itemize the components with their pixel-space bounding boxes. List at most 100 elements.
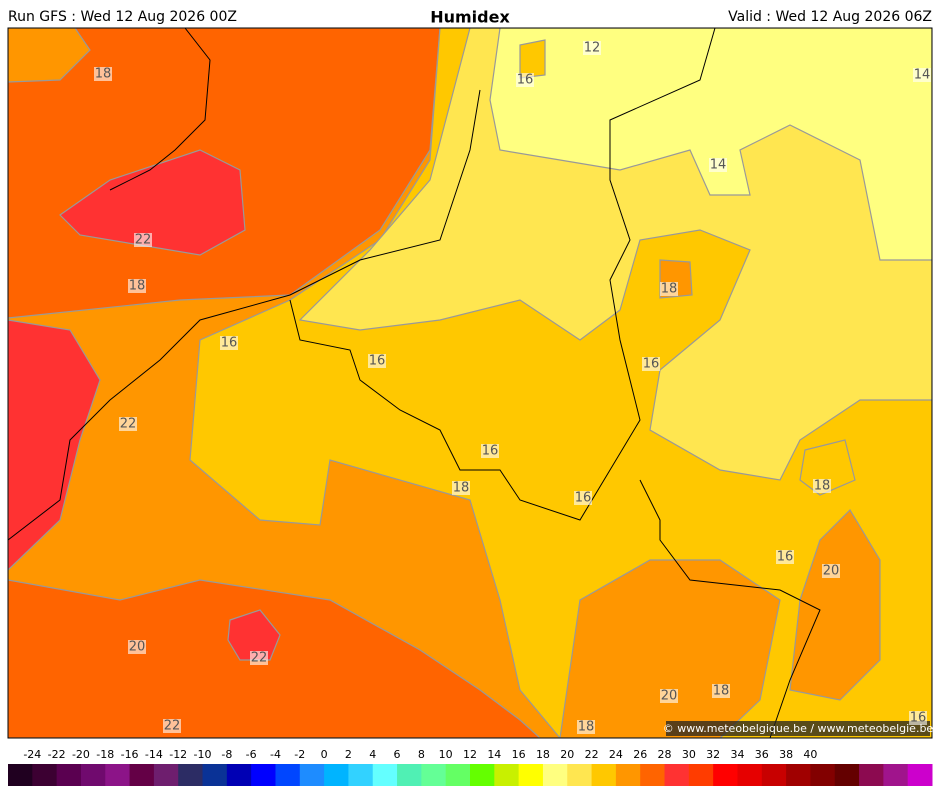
contour-label-bg xyxy=(574,491,592,505)
contour-label: 12 xyxy=(584,41,601,56)
contour-label-bg xyxy=(709,158,727,172)
colorbar-label: 20 xyxy=(560,748,574,761)
colorbar-label: -2 xyxy=(294,748,305,761)
colorbar-swatch xyxy=(32,764,58,786)
contour-label: 18 xyxy=(814,479,831,494)
colorbar-label: 36 xyxy=(755,748,769,761)
colorbar-swatch xyxy=(178,764,204,786)
field-warm xyxy=(8,579,541,738)
colorbar-label: 32 xyxy=(706,748,720,761)
colorbar-swatch xyxy=(153,764,179,786)
colorbar-label: 4 xyxy=(369,748,376,761)
colorbar-swatch xyxy=(834,764,860,786)
contour-label: 22 xyxy=(251,651,268,666)
valid-label: Valid : Wed 12 Aug 2026 06Z xyxy=(728,9,932,25)
borders xyxy=(8,28,821,738)
field-hot xyxy=(8,319,101,571)
contour-label: 20 xyxy=(129,640,146,655)
contour-label: 14 xyxy=(710,158,727,173)
field xyxy=(8,28,91,83)
colorbar-swatch xyxy=(251,764,276,786)
contour-label: 16 xyxy=(482,444,499,459)
colorbar-swatch xyxy=(615,764,641,786)
colorbar-label: -22 xyxy=(48,748,66,761)
contour-label: 16 xyxy=(643,357,660,372)
contour-label: 18 xyxy=(95,67,112,82)
colorbar-label: 2 xyxy=(345,748,352,761)
colorbar-swatch xyxy=(567,764,593,786)
colorbar-label: 40 xyxy=(803,748,817,761)
contour-label: 22 xyxy=(135,233,152,248)
colorbar-swatch xyxy=(105,764,131,786)
contour-label-bg xyxy=(660,689,678,703)
contour-label: 18 xyxy=(713,684,730,699)
contour-label: 16 xyxy=(221,336,238,351)
contour-label-bg xyxy=(481,444,499,458)
contour-label-bg xyxy=(516,73,534,87)
contour-label: 14 xyxy=(914,68,931,83)
colorbar-label: 18 xyxy=(536,748,550,761)
colorbar-swatch xyxy=(324,764,349,786)
contour-label: 16 xyxy=(910,711,927,726)
contour-label-bg xyxy=(913,68,931,82)
contour-label-bg xyxy=(134,233,152,247)
contour-label: 16 xyxy=(517,73,534,88)
colorbar-swatch xyxy=(372,764,398,786)
colorbar-swatch xyxy=(688,764,714,786)
colorbar-swatch xyxy=(542,764,568,786)
field-coolest xyxy=(489,28,932,261)
colorbar-label: 24 xyxy=(609,748,623,761)
field-hot xyxy=(59,149,246,256)
colorbar-label: 38 xyxy=(779,748,793,761)
colorbar-label: -20 xyxy=(72,748,90,761)
colorbar-label: -12 xyxy=(169,748,187,761)
colorbar-label: 0 xyxy=(321,748,328,761)
contour-label: 20 xyxy=(823,564,840,579)
contour-label-bg xyxy=(94,67,112,81)
field-cool xyxy=(298,28,932,481)
field xyxy=(789,509,881,701)
colorbar-swatch xyxy=(299,764,325,786)
colorbar-swatch xyxy=(786,764,811,786)
colorbar-swatch xyxy=(470,764,495,786)
colorbar-swatch xyxy=(494,764,520,786)
contour-label-bg xyxy=(119,417,137,431)
colorbar-swatch xyxy=(810,764,836,786)
colorbar-swatch xyxy=(80,764,106,786)
contour-label-bg xyxy=(128,279,146,293)
contour-label-bg xyxy=(909,711,927,725)
contour-label: 18 xyxy=(661,282,678,297)
contour-label: 22 xyxy=(120,417,137,432)
contour-label: 18 xyxy=(453,481,470,496)
colorbar-label: -6 xyxy=(246,748,257,761)
contour-label: 22 xyxy=(164,719,181,734)
colorbar-swatch xyxy=(275,764,301,786)
colorbar-label: -18 xyxy=(96,748,114,761)
field-mild xyxy=(519,39,546,79)
contour-label-bg xyxy=(163,719,181,733)
contour-label: 16 xyxy=(575,491,592,506)
colorbar-label: -16 xyxy=(121,748,139,761)
map xyxy=(8,28,932,738)
contour-label: 18 xyxy=(129,279,146,294)
colorbar-swatch xyxy=(202,764,228,786)
colorbar-swatch xyxy=(56,764,82,786)
colorbar-label: 30 xyxy=(682,748,696,761)
colorbar-label: 10 xyxy=(439,748,453,761)
contour-label-bg xyxy=(776,550,794,564)
contour-label-bg xyxy=(583,41,601,55)
colorbar-label: 16 xyxy=(512,748,526,761)
colorbar-swatch xyxy=(713,764,738,786)
contour-label: 16 xyxy=(777,550,794,565)
contour-label-bg xyxy=(660,282,678,296)
colorbar-label: -24 xyxy=(23,748,41,761)
colorbar-swatch xyxy=(421,764,447,786)
colorbar-swatch xyxy=(640,764,666,786)
map-title: Humidex xyxy=(430,8,510,27)
colorbar-swatch xyxy=(226,764,252,786)
colorbar-swatch xyxy=(907,764,933,786)
colorbar-swatch xyxy=(859,764,884,786)
run-label: Run GFS : Wed 12 Aug 2026 00Z xyxy=(8,9,237,25)
contour-label-bg xyxy=(822,564,840,578)
